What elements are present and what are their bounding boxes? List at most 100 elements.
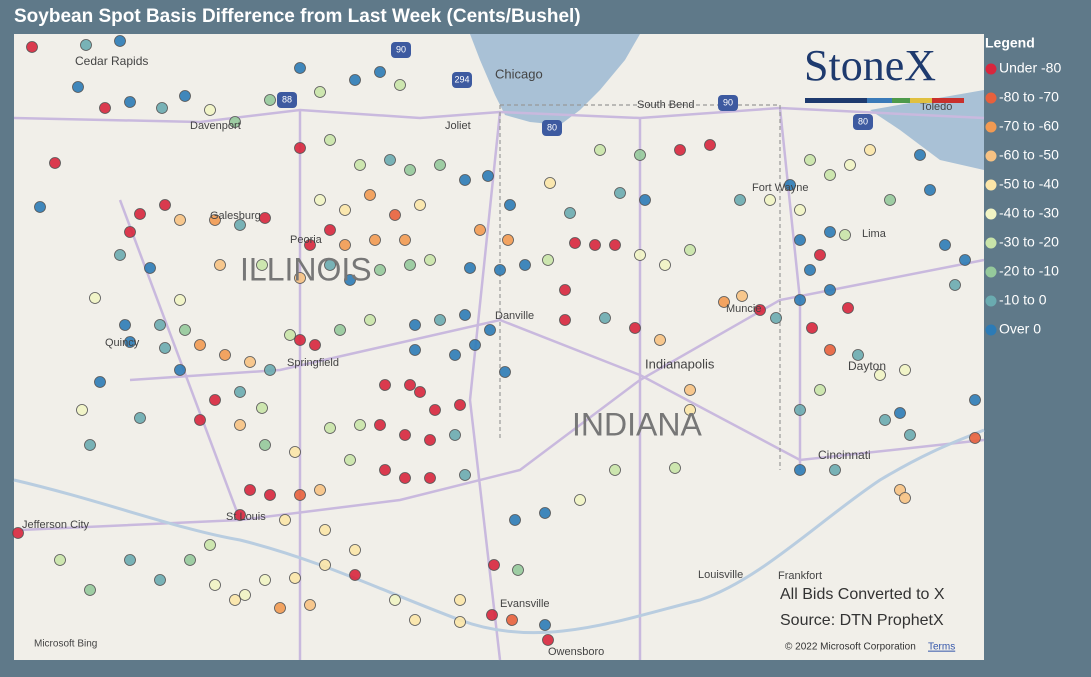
bid-point — [114, 35, 126, 47]
legend-swatch — [985, 179, 997, 191]
place-label: Cincinnati — [818, 448, 871, 462]
bid-point — [914, 149, 926, 161]
bid-point — [54, 554, 66, 566]
bid-point — [12, 527, 24, 539]
highway-shield — [452, 72, 472, 88]
bid-point — [959, 254, 971, 266]
bid-point — [134, 208, 146, 220]
place-label: Muncie — [726, 303, 761, 315]
bid-point — [654, 334, 666, 346]
bid-point — [904, 429, 916, 441]
bid-point — [124, 226, 136, 238]
bid-point — [459, 174, 471, 186]
bid-point — [589, 239, 601, 251]
bid-point — [924, 184, 936, 196]
bid-point — [502, 234, 514, 246]
bid-point — [99, 102, 111, 114]
bid-point — [209, 394, 221, 406]
bid-point — [374, 264, 386, 276]
place-label: St Louis — [226, 511, 266, 523]
river — [13, 428, 985, 635]
bid-point — [134, 412, 146, 424]
note: Source: DTN ProphetX — [780, 612, 944, 629]
bid-point — [804, 154, 816, 166]
bid-point — [824, 284, 836, 296]
bid-point — [404, 259, 416, 271]
state-borders — [499, 104, 781, 470]
legend-swatch — [985, 237, 997, 249]
bid-point — [454, 616, 466, 628]
place-label: Jefferson City — [22, 519, 90, 531]
legend-label: -40 to -30 — [999, 205, 1059, 221]
bid-point — [559, 284, 571, 296]
bid-point — [949, 279, 961, 291]
place-label: Chicago — [495, 66, 543, 81]
bid-point — [770, 312, 782, 324]
bid-point — [119, 319, 131, 331]
highway-number: 80 — [858, 116, 868, 126]
bid-point — [674, 144, 686, 156]
bid-point — [314, 484, 326, 496]
place-label: Owensboro — [548, 646, 604, 658]
bid-point — [474, 224, 486, 236]
place-label: Peoria — [290, 234, 323, 246]
bid-point — [364, 189, 376, 201]
bid-point — [829, 464, 841, 476]
bid-point — [504, 199, 516, 211]
bid-point — [824, 344, 836, 356]
bid-point — [256, 259, 268, 271]
bid-point — [349, 74, 361, 86]
bid-point — [244, 356, 256, 368]
legend-label: -10 to 0 — [999, 292, 1047, 308]
bid-point — [259, 212, 271, 224]
bid-point — [794, 464, 806, 476]
bid-point — [874, 369, 886, 381]
bid-point — [214, 259, 226, 271]
bid-point — [124, 336, 136, 348]
bid-point — [488, 559, 500, 571]
bid-point — [374, 419, 386, 431]
bid-point — [194, 414, 206, 426]
bid-point — [234, 419, 246, 431]
legend-swatch — [985, 63, 997, 75]
bid-point — [174, 214, 186, 226]
terms-link[interactable]: Terms — [928, 642, 955, 653]
legend-swatch — [985, 150, 997, 162]
highway-number: 90 — [723, 97, 733, 107]
bid-point — [374, 66, 386, 78]
legend-swatch — [985, 295, 997, 307]
bid-point — [424, 254, 436, 266]
bid-point — [969, 394, 981, 406]
bid-point — [124, 96, 136, 108]
bid-point — [319, 559, 331, 571]
bid-point — [449, 349, 461, 361]
logo-bar — [805, 98, 964, 103]
bid-point — [294, 142, 306, 154]
bid-point — [234, 386, 246, 398]
bid-point — [844, 159, 856, 171]
bid-point — [324, 224, 336, 236]
bid-point — [314, 194, 326, 206]
bid-point — [379, 464, 391, 476]
highway-number: 294 — [454, 74, 469, 84]
bid-point — [389, 209, 401, 221]
place-label: Dayton — [848, 359, 886, 373]
bid-point — [609, 464, 621, 476]
bid-point — [259, 439, 271, 451]
bid-point — [334, 324, 346, 336]
bid-point — [174, 294, 186, 306]
bid-point — [484, 324, 496, 336]
bid-point — [594, 144, 606, 156]
bid-point — [764, 194, 776, 206]
bid-point — [639, 194, 651, 206]
place-label: Springfield — [287, 357, 339, 369]
bid-point — [559, 314, 571, 326]
bid-point — [824, 226, 836, 238]
bid-point — [259, 574, 271, 586]
bid-point — [234, 509, 246, 521]
bid-point — [482, 170, 494, 182]
place-label: Cedar Rapids — [75, 54, 148, 68]
bid-point — [669, 462, 681, 474]
bid-point — [599, 312, 611, 324]
